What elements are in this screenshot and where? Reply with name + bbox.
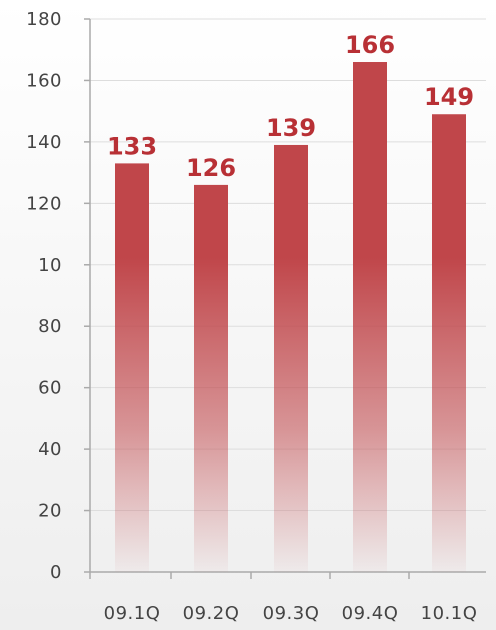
y-tick-label: 0 (50, 562, 62, 583)
y-tick-label: 140 (26, 132, 62, 153)
data-label: 126 (186, 154, 236, 182)
x-category-label: 09.4Q (342, 603, 399, 624)
data-label: 149 (424, 83, 474, 111)
data-label: 166 (345, 31, 395, 59)
bar (194, 184, 228, 572)
y-tick-label: 40 (38, 439, 62, 460)
bar (432, 114, 466, 572)
y-tick-label: 60 (38, 378, 62, 399)
data-label: 139 (266, 114, 316, 142)
y-tick-label: 120 (26, 193, 62, 214)
x-category-label: 09.3Q (263, 603, 320, 624)
labels: 0 20 40 60 80 10 120 140 160 180 133 09.1Q 126 09.2Q 1… (26, 9, 477, 624)
bar (274, 144, 308, 572)
data-label: 133 (107, 132, 157, 160)
y-tick-label: 80 (38, 316, 62, 337)
y-tick-label: 20 (38, 501, 62, 522)
y-tick-label: 180 (26, 9, 62, 30)
x-category-label: 10.1Q (421, 603, 478, 624)
bar (115, 163, 149, 572)
y-tick-label: 160 (26, 70, 62, 91)
x-category-label: 09.2Q (183, 603, 240, 624)
bar (353, 62, 387, 573)
y-tick-label: 10 (38, 255, 62, 276)
axes (84, 18, 486, 579)
x-category-label: 09.1Q (104, 603, 161, 624)
bars (115, 62, 466, 573)
